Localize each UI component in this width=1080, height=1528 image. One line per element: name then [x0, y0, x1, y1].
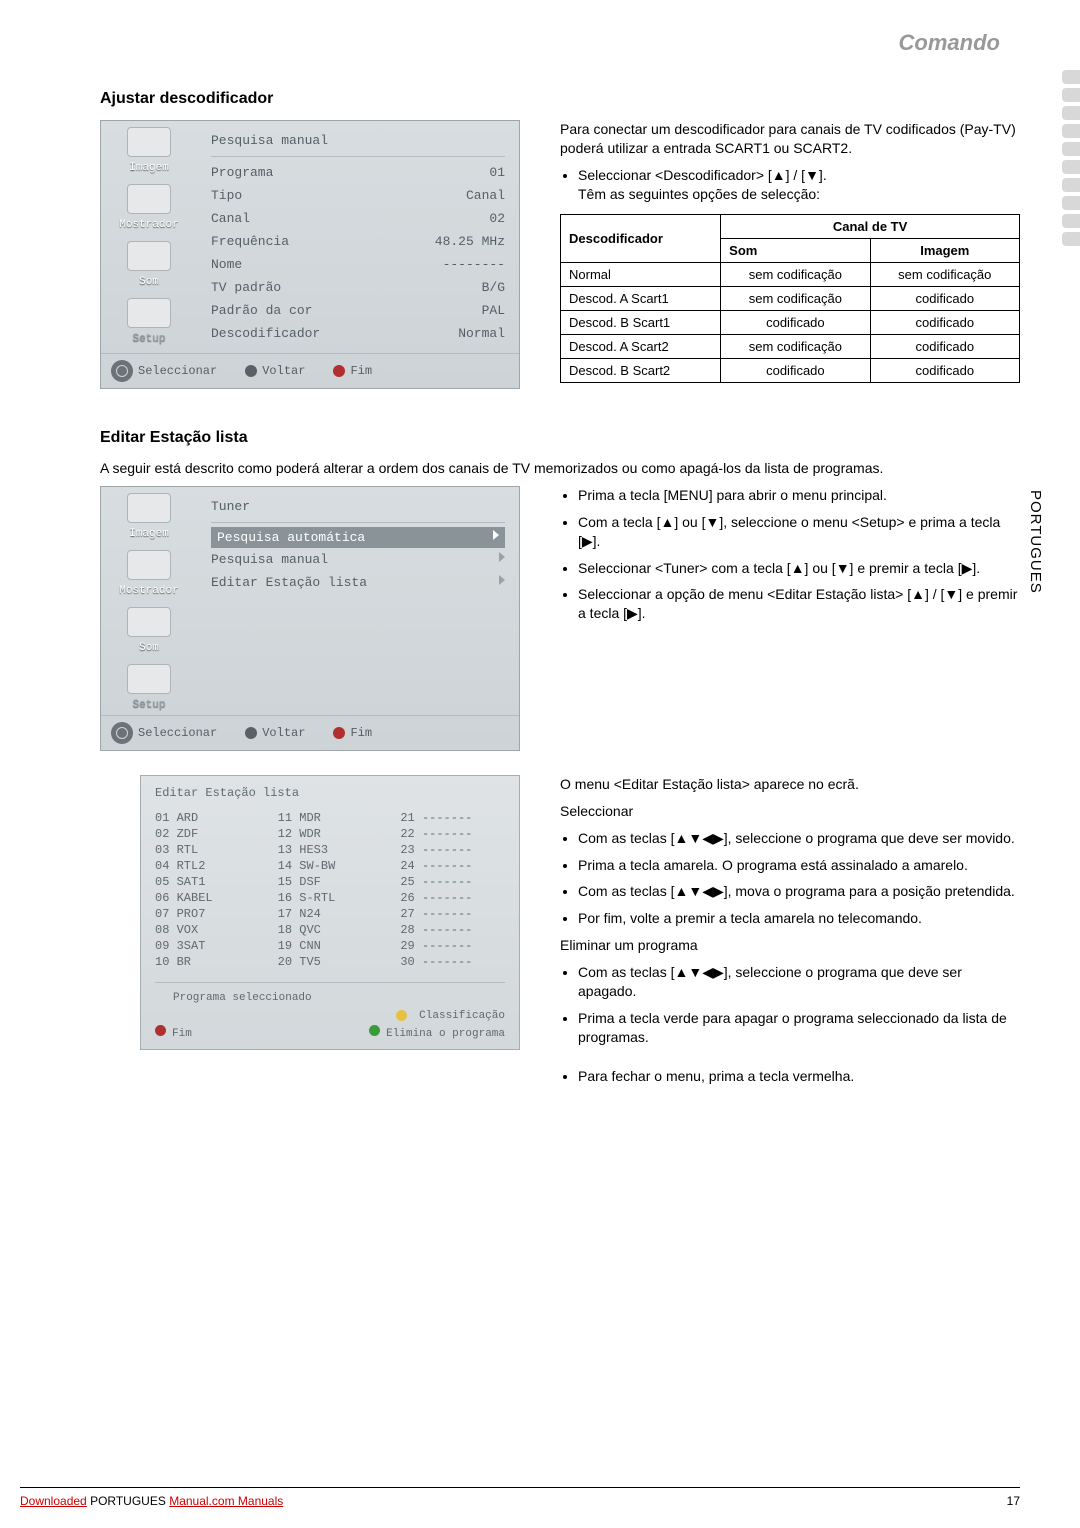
- back-dot-icon: [245, 727, 257, 739]
- bullet: Prima a tecla verde para apagar o progra…: [578, 1009, 1020, 1047]
- green-dot-icon: [369, 1025, 380, 1036]
- setup-icon: [127, 664, 171, 694]
- end-dot-icon: [333, 365, 345, 377]
- section1-title: Ajustar descodificador: [100, 90, 1020, 108]
- menu-heading: Pesquisa manual: [211, 129, 505, 157]
- setup-icon: [127, 298, 171, 328]
- menu-item[interactable]: Pesquisa manual: [211, 548, 505, 571]
- yellow-dot-icon: [396, 1010, 407, 1021]
- bullet: Para fechar o menu, prima a tecla vermel…: [578, 1067, 1020, 1086]
- menu-heading: Tuner: [211, 495, 505, 523]
- bullet: Seleccionar <Tuner> com a tecla [▲] ou […: [578, 559, 1020, 578]
- menu-item-highlighted[interactable]: Pesquisa automática: [211, 527, 505, 548]
- page-footer: Downloaded PORTUGUES Manual.com Manuals …: [20, 1487, 1020, 1508]
- section2-title: Editar Estação lista: [100, 429, 1020, 447]
- chevron-right-icon: [499, 552, 505, 562]
- bullet: Por fim, volte a premir a tecla amarela …: [578, 909, 1020, 928]
- table-row: Descod. A Scart2sem codificaçãocodificad…: [561, 334, 1020, 358]
- sun-icon: [127, 493, 171, 523]
- channel-col-3: 21 -------22 -------23 -------24 -------…: [400, 810, 505, 970]
- table-row: Descod. A Scart1sem codificaçãocodificad…: [561, 286, 1020, 310]
- decoder-table: Descodificador Canal de TV Som Imagem No…: [560, 214, 1020, 383]
- channel-box-title: Editar Estação lista: [155, 786, 505, 800]
- table-row: Descod. B Scart2codificadocodificado: [561, 358, 1020, 382]
- bullet: Seleccionar a opção de menu <Editar Esta…: [578, 585, 1020, 623]
- section2-intro: A seguir está descrito como poderá alter…: [100, 459, 1020, 478]
- channel-col-1: 01 ARD02 ZDF03 RTL04 RTL205 SAT106 KABEL…: [155, 810, 260, 970]
- nav-icon: [111, 360, 133, 382]
- speaker-icon: [127, 241, 171, 271]
- speaker-icon: [127, 607, 171, 637]
- bullet: Prima a tecla amarela. O programa está a…: [578, 856, 1020, 875]
- intro-paragraph: Para conectar um descodificador para can…: [560, 120, 1020, 158]
- sub-heading: Eliminar um programa: [560, 936, 1020, 955]
- download-link[interactable]: Downloaded: [20, 1494, 87, 1508]
- red-dot-icon: [155, 1025, 166, 1036]
- display-icon: [127, 184, 171, 214]
- page-number: 17: [1007, 1494, 1020, 1508]
- menu-item[interactable]: Editar Estação lista: [211, 571, 505, 594]
- bullet: Com as teclas [▲▼◀▶], seleccione o progr…: [578, 829, 1020, 848]
- decoder-menu-box: Imagem Mostrador Som Setup Pesquisa manu…: [100, 120, 520, 389]
- side-tabs: [1062, 70, 1080, 250]
- vertical-lang-label: PORTUGUES: [1027, 490, 1044, 594]
- chevron-right-icon: [499, 575, 505, 585]
- page-header: Comando: [899, 30, 1000, 56]
- sub-heading: Seleccionar: [560, 802, 1020, 821]
- sun-icon: [127, 127, 171, 157]
- tuner-menu-box: Imagem Mostrador Som Setup Tuner Pesquis…: [100, 486, 520, 751]
- display-icon: [127, 550, 171, 580]
- channel-list-box: Editar Estação lista 01 ARD02 ZDF03 RTL0…: [140, 775, 520, 1050]
- bullet: Com as teclas [▲▼◀▶], mova o programa pa…: [578, 882, 1020, 901]
- chevron-right-icon: [493, 530, 499, 540]
- bullet: Com as teclas [▲▼◀▶], seleccione o progr…: [578, 963, 1020, 1001]
- nav-icon: [111, 722, 133, 744]
- bullet: Seleccionar <Descodificador> [▲] / [▼].T…: [578, 166, 1020, 204]
- paragraph: O menu <Editar Estação lista> aparece no…: [560, 775, 1020, 794]
- end-dot-icon: [333, 727, 345, 739]
- channel-col-2: 11 MDR12 WDR13 HES314 SW-BW15 DSF16 S-RT…: [278, 810, 383, 970]
- back-dot-icon: [245, 365, 257, 377]
- bullet: Com a tecla [▲] ou [▼], seleccione o men…: [578, 513, 1020, 551]
- bullet: Prima a tecla [MENU] para abrir o menu p…: [578, 486, 1020, 505]
- nav-icon: [155, 989, 173, 1007]
- table-row: Descod. B Scart1codificadocodificado: [561, 310, 1020, 334]
- table-row: Normalsem codificaçãosem codificação: [561, 262, 1020, 286]
